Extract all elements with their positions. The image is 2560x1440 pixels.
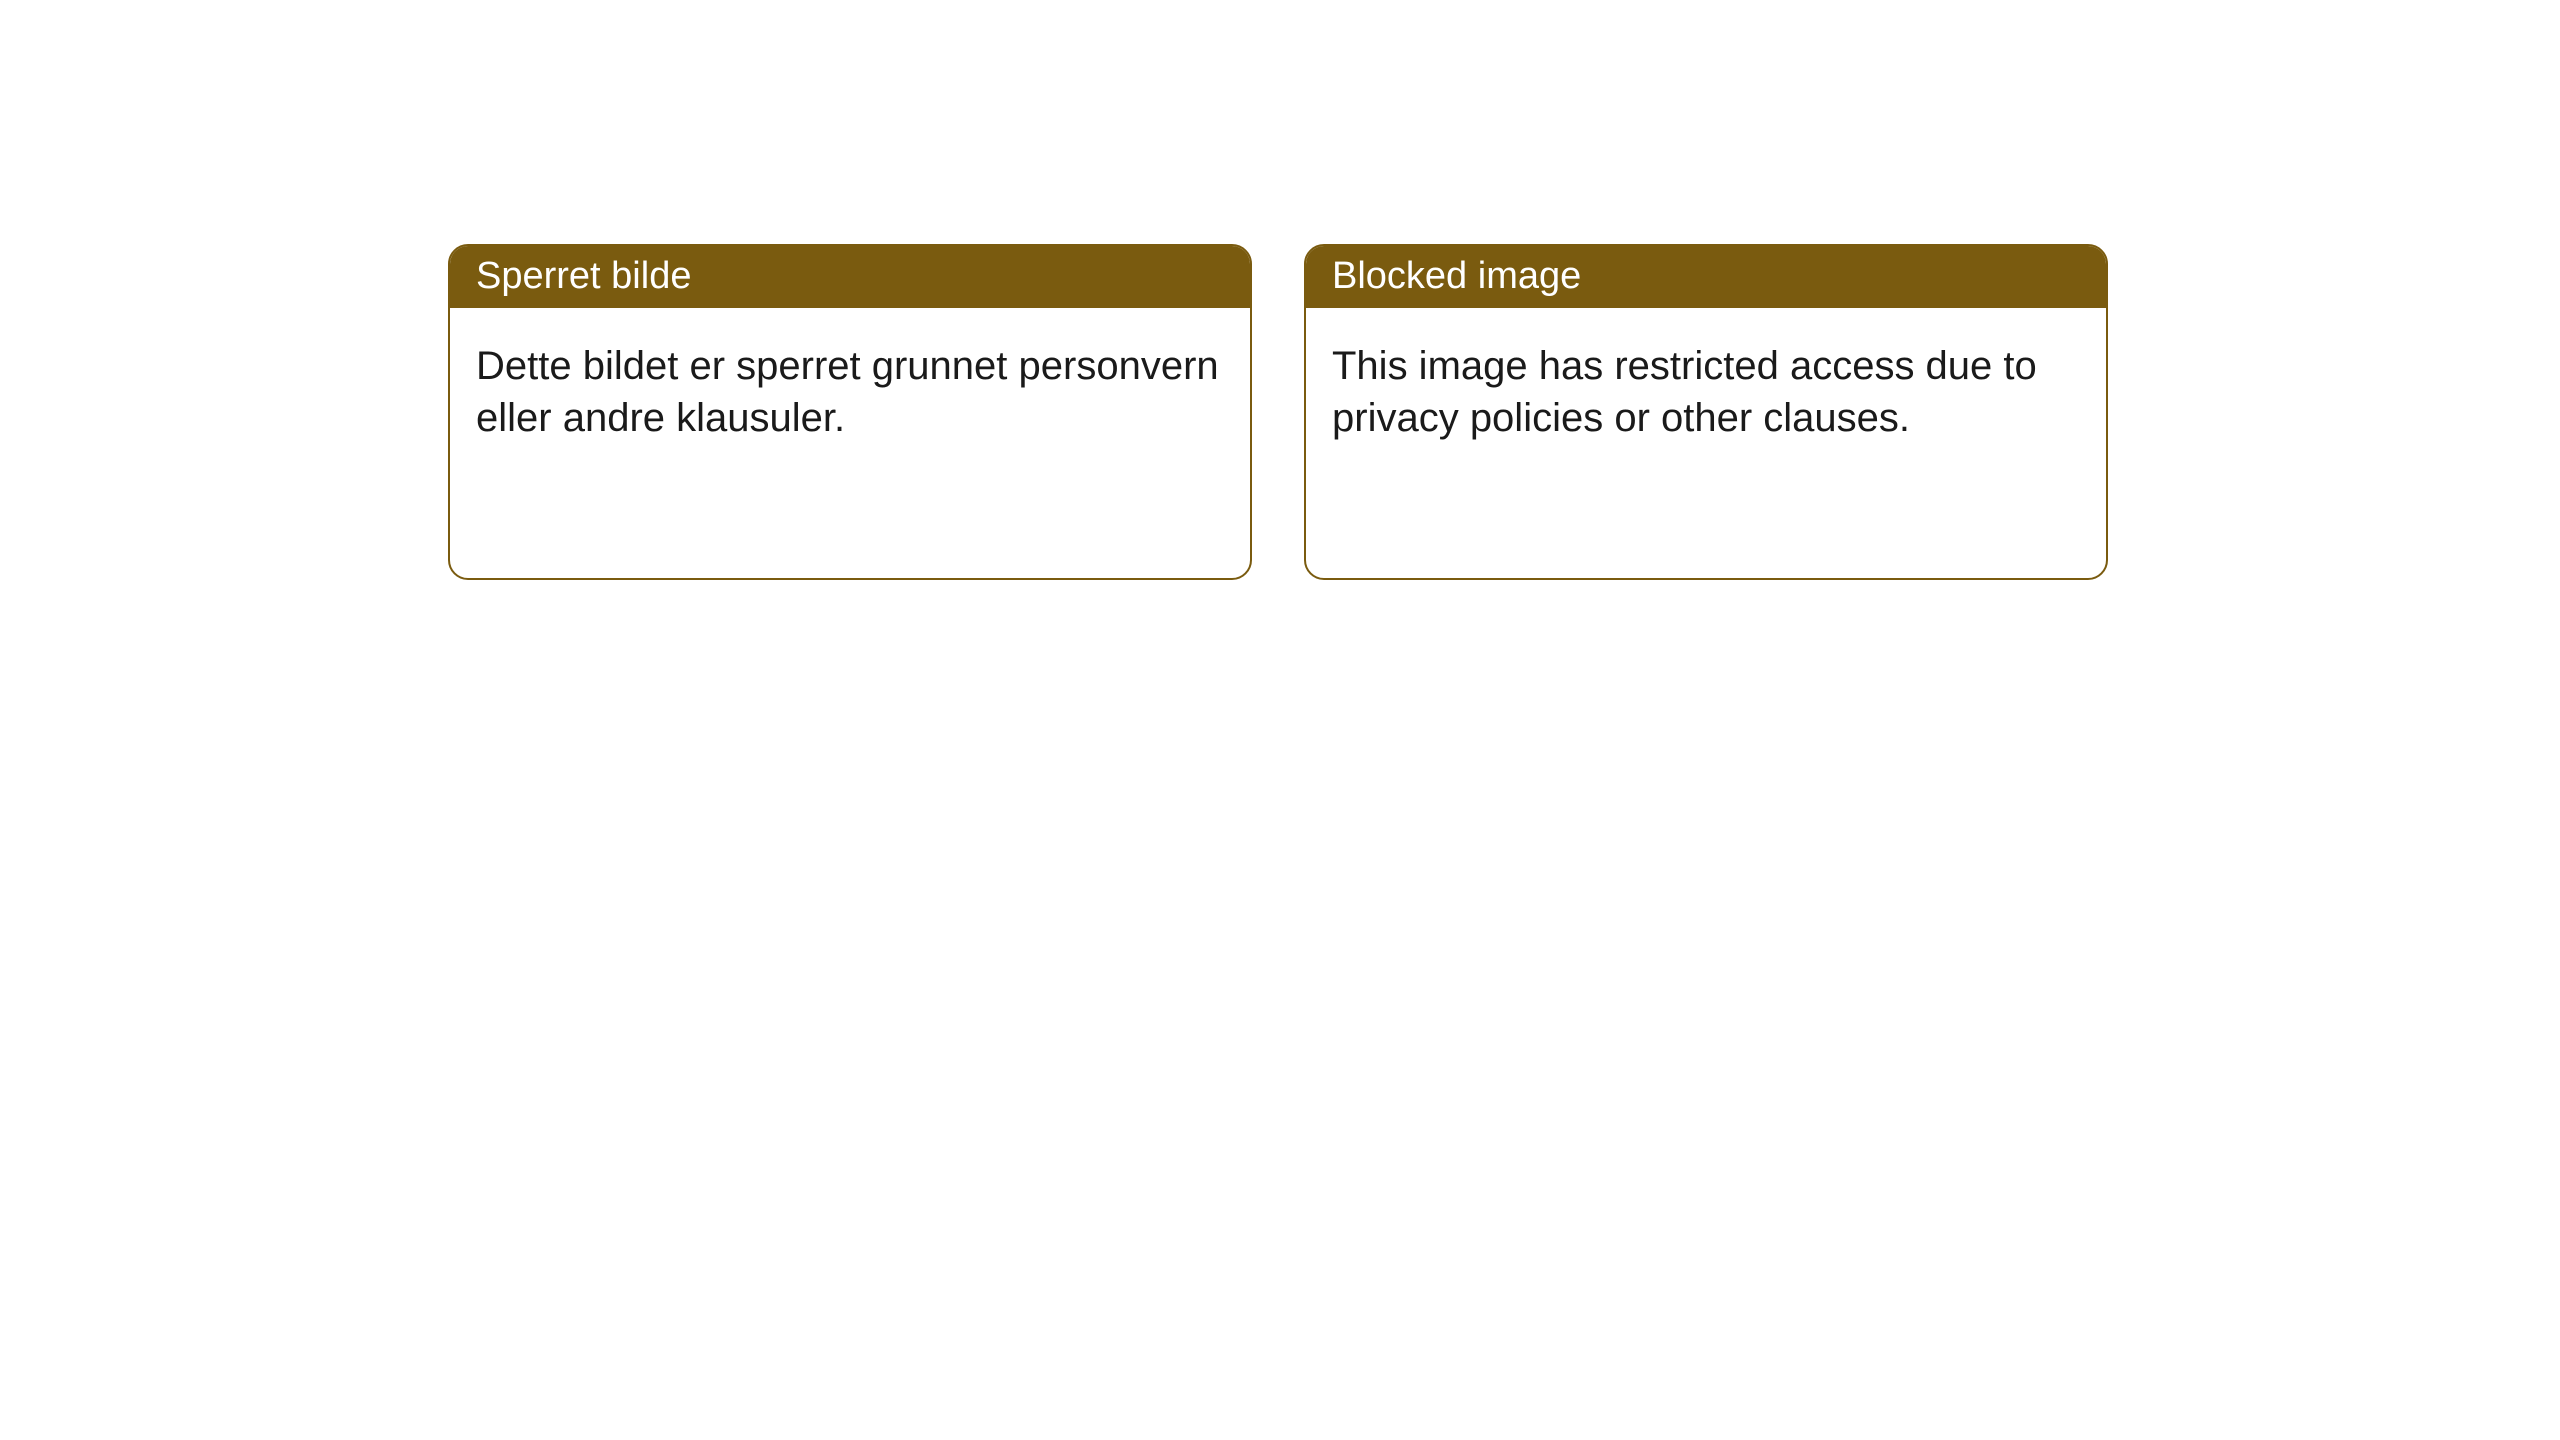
card-body: Dette bildet er sperret grunnet personve… (450, 308, 1250, 476)
notice-container: Sperret bilde Dette bildet er sperret gr… (0, 0, 2560, 580)
card-body-text: This image has restricted access due to … (1332, 344, 2037, 440)
card-title: Sperret bilde (476, 255, 691, 297)
notice-card-english: Blocked image This image has restricted … (1304, 244, 2108, 580)
card-body-text: Dette bildet er sperret grunnet personve… (476, 344, 1219, 440)
card-header: Blocked image (1306, 246, 2106, 308)
card-header: Sperret bilde (450, 246, 1250, 308)
card-body: This image has restricted access due to … (1306, 308, 2106, 476)
card-title: Blocked image (1332, 255, 1581, 297)
notice-card-norwegian: Sperret bilde Dette bildet er sperret gr… (448, 244, 1252, 580)
